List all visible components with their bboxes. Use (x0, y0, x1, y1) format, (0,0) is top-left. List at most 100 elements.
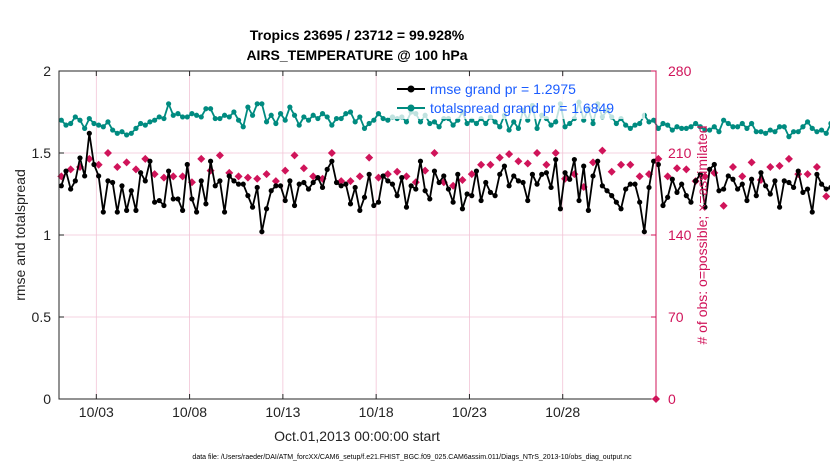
obs-count-marker (458, 175, 467, 184)
spread-point (697, 124, 703, 130)
spread-point (166, 101, 172, 107)
rmse-point (291, 202, 298, 209)
rmse-point (478, 197, 484, 204)
rmse-point (511, 173, 517, 179)
obs-count-marker (626, 160, 635, 169)
spread-point (114, 130, 120, 136)
rmse-point (72, 178, 78, 184)
obs-count-marker (365, 153, 374, 162)
rmse-point (221, 209, 228, 215)
rmse-point (730, 176, 736, 182)
y-right-tick-label: 280 (668, 63, 692, 79)
spread-point (82, 125, 88, 131)
obs-count-marker (337, 177, 346, 186)
rmse-point (385, 178, 391, 184)
rmse-point (464, 191, 470, 197)
obs-count-marker (430, 149, 439, 157)
rmse-point (623, 186, 629, 192)
spread-point (366, 120, 372, 127)
rmse-point (576, 197, 582, 204)
spread-point (235, 117, 242, 123)
obs-count-marker (103, 149, 112, 157)
spread-point (781, 124, 787, 130)
rmse-point (711, 161, 717, 168)
rmse-point (688, 199, 694, 205)
obs-count-marker (374, 173, 383, 182)
rmse-point (637, 199, 643, 205)
spread-point (655, 125, 661, 131)
spread-point (707, 127, 713, 133)
rmse-point (646, 184, 652, 191)
rmse-point (427, 196, 433, 202)
rmse-point (394, 193, 400, 199)
rmse-point (473, 168, 480, 174)
spread-point (823, 130, 829, 136)
rmse-point (305, 186, 312, 192)
spread-point (193, 112, 200, 118)
obs-count-marker (784, 154, 793, 163)
obs-count-marker (682, 165, 691, 174)
rmse-point (641, 229, 647, 235)
spread-point (683, 125, 689, 131)
spread-point (553, 119, 559, 125)
spread-point (814, 129, 820, 135)
rmse-point (585, 207, 591, 213)
obs-count-marker (197, 154, 206, 163)
obs-count-marker (393, 167, 402, 176)
rmse-point (282, 197, 288, 204)
spread-point (567, 120, 573, 127)
spread-point (497, 124, 503, 130)
y-tick-label: 0.5 (32, 309, 52, 325)
obs-count-marker (728, 163, 737, 172)
x-tick-label: 10/03 (79, 404, 114, 420)
spread-point (147, 119, 153, 125)
spread-point (179, 114, 186, 120)
legend-rmse-label: rmse grand pr = 1.2975 (430, 81, 576, 97)
rmse-point (375, 199, 382, 205)
spread-point (753, 129, 759, 135)
spread-point (665, 122, 671, 128)
spread-point (417, 119, 424, 125)
rmse-point (189, 196, 195, 202)
spread-point (436, 124, 442, 130)
rmse-point (91, 161, 97, 168)
obs-count-marker (141, 154, 150, 163)
rmse-point (422, 188, 428, 194)
rmse-point (338, 183, 344, 189)
spread-point (693, 120, 699, 127)
obs-count-marker (598, 146, 607, 155)
spread-point (590, 120, 596, 127)
rmse-point (725, 173, 731, 179)
spread-point (207, 106, 214, 112)
rmse-point (240, 181, 246, 187)
spread-point (156, 114, 162, 120)
rmse-point (147, 158, 153, 164)
legend-box (390, 77, 645, 119)
x-tick-label: 10/23 (452, 404, 487, 420)
rmse-point (529, 171, 536, 177)
x-tick-label: 10/18 (359, 404, 394, 420)
spread-point (63, 122, 69, 128)
obs-count-marker (551, 149, 560, 157)
obs-count-marker (271, 177, 280, 186)
rmse-point (315, 175, 321, 181)
spread-point (138, 120, 144, 127)
spread-point (301, 114, 307, 120)
spread-point (100, 124, 106, 130)
spread-point (245, 104, 251, 110)
obs-count-marker (700, 172, 709, 181)
spread-point (254, 101, 260, 107)
legend-spread-label: totalspread grand pr = 1.6849 (430, 100, 614, 116)
rmse-point (259, 229, 265, 235)
rmse-point (333, 179, 340, 186)
rmse-point (119, 183, 125, 189)
obs-count-marker (542, 160, 551, 169)
rmse-point (674, 189, 680, 195)
rmse-point (823, 186, 829, 192)
obs-count-marker (150, 170, 159, 179)
obs-count-marker (719, 201, 728, 210)
spread-point (818, 127, 825, 133)
spread-point (133, 125, 139, 131)
rmse-point (371, 202, 377, 209)
rmse-point (809, 209, 815, 215)
